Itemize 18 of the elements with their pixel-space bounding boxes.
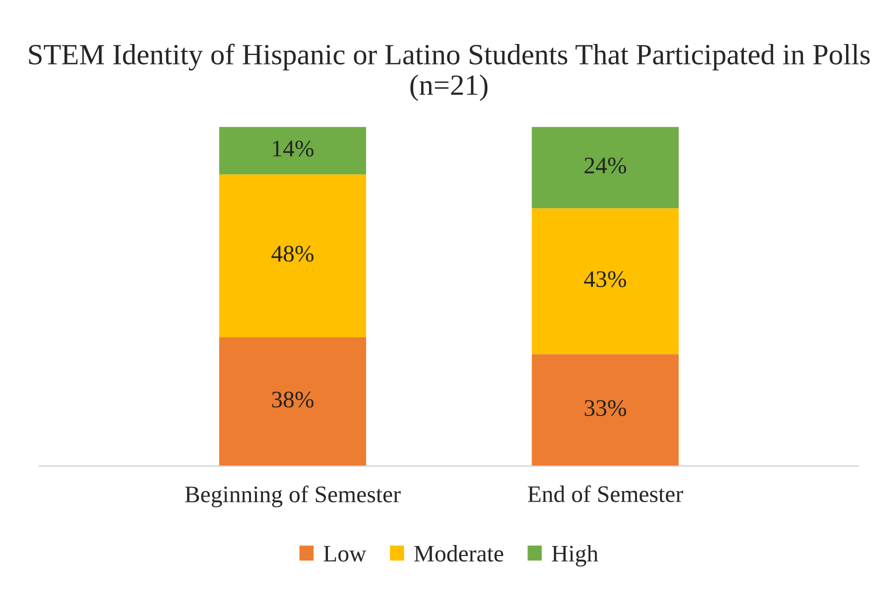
legend-label: High: [552, 545, 598, 566]
legend-label: Moderate: [414, 545, 504, 562]
data-label: 48%: [271, 246, 314, 262]
bar: [532, 208, 679, 354]
data-label: 24%: [584, 158, 626, 174]
bar: [219, 337, 366, 466]
x-tick-label: Beginning of Semester: [185, 486, 401, 508]
data-label: 43%: [584, 271, 626, 288]
bar: [219, 174, 366, 338]
x-tick-label: End of Semester: [528, 485, 684, 502]
bar: [532, 354, 679, 466]
data-label: 38%: [272, 392, 314, 408]
legend-label: Low: [324, 546, 366, 562]
chart-title: STEM Identity of Hispanic or Latino Students That Participated in Polls (n=21): [29, 44, 870, 101]
data-label: 14%: [273, 140, 314, 157]
bar: [532, 126, 679, 208]
data-label: 33%: [584, 400, 626, 416]
bar: [219, 126, 366, 174]
